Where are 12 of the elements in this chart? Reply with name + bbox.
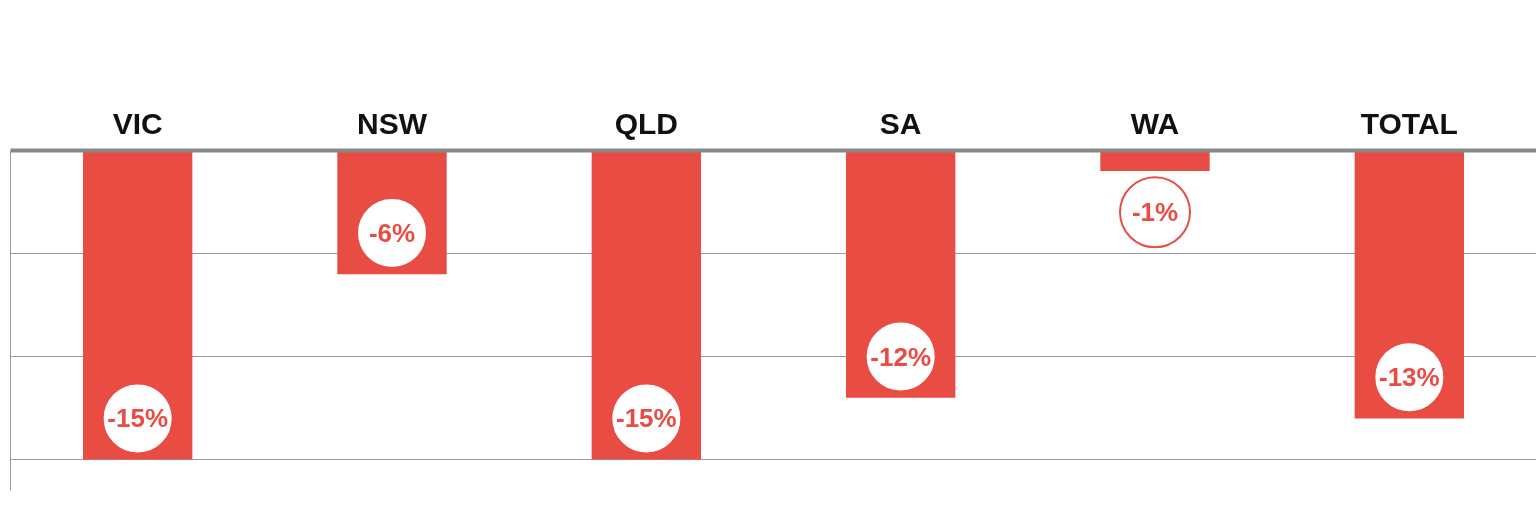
- x-tick-label: TOTAL: [1360, 106, 1458, 140]
- x-tick-label: WA: [1130, 106, 1180, 140]
- x-tick-label: VIC: [112, 106, 163, 140]
- data-label: -6%: [368, 217, 416, 248]
- data-label: -15%: [107, 403, 169, 434]
- data-label: -13%: [1378, 362, 1440, 393]
- x-tick-label: NSW: [357, 106, 428, 140]
- data-label: -12%: [870, 341, 932, 372]
- x-tick-label: SA: [879, 106, 922, 140]
- x-tick-label: QLD: [614, 106, 678, 140]
- data-label: -1%: [1131, 197, 1179, 228]
- data-label: -15%: [615, 403, 677, 434]
